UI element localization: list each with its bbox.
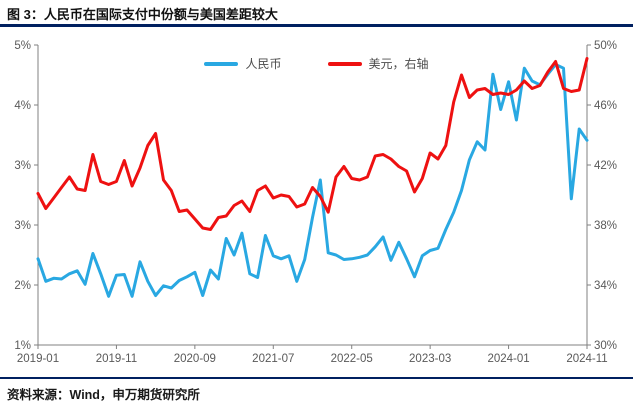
x-tick-label: 2024-11: [566, 353, 607, 365]
y-right-tick-label: 46%: [594, 100, 617, 112]
y-left-tick-label: 1%: [14, 340, 31, 352]
legend-label-rmb: 人民币: [245, 57, 282, 71]
y-left-tick-label: 5%: [14, 40, 31, 52]
source-note: 资料来源：Wind，申万期货研究所: [7, 388, 200, 402]
title-rule: [0, 24, 633, 27]
y-left-tick-label: 3%: [14, 220, 31, 232]
y-left-tick-label: 3%: [14, 160, 31, 172]
legend-item-rmb: 人民币: [204, 55, 282, 72]
usd-line-swatch-icon: [327, 61, 362, 66]
x-tick-label: 2021-07: [252, 353, 294, 365]
x-tick-label: 2022-05: [331, 353, 373, 365]
series-usd-line: [36, 57, 589, 231]
legend-label-usd: 美元，右轴: [368, 57, 429, 71]
y-right-tick-label: 34%: [594, 280, 617, 292]
series-rmb-line: [36, 63, 589, 298]
y-right-tick-label: 38%: [594, 220, 617, 232]
y-right-tick-label: 30%: [594, 340, 617, 352]
y-right-tick-label: 50%: [594, 40, 617, 52]
x-tick-label: 2024-01: [487, 353, 529, 365]
x-tick-label: 2019-01: [17, 353, 59, 365]
x-tick-label: 2023-03: [409, 353, 451, 365]
x-tick-label: 2019-11: [96, 353, 137, 365]
y-right-tick-label: 42%: [594, 160, 617, 172]
y-left-tick-label: 2%: [14, 280, 31, 292]
figure-title: 图 3：人民币在国际支付中份额与美国差距较大: [7, 7, 278, 22]
chart-legend: 人民币 美元，右轴: [0, 55, 633, 72]
y-left-tick-label: 4%: [14, 100, 31, 112]
footer-rule: [0, 377, 633, 379]
legend-item-usd: 美元，右轴: [327, 55, 429, 72]
rmb-line-swatch-icon: [204, 61, 239, 66]
x-tick-label: 2020-09: [174, 353, 216, 365]
